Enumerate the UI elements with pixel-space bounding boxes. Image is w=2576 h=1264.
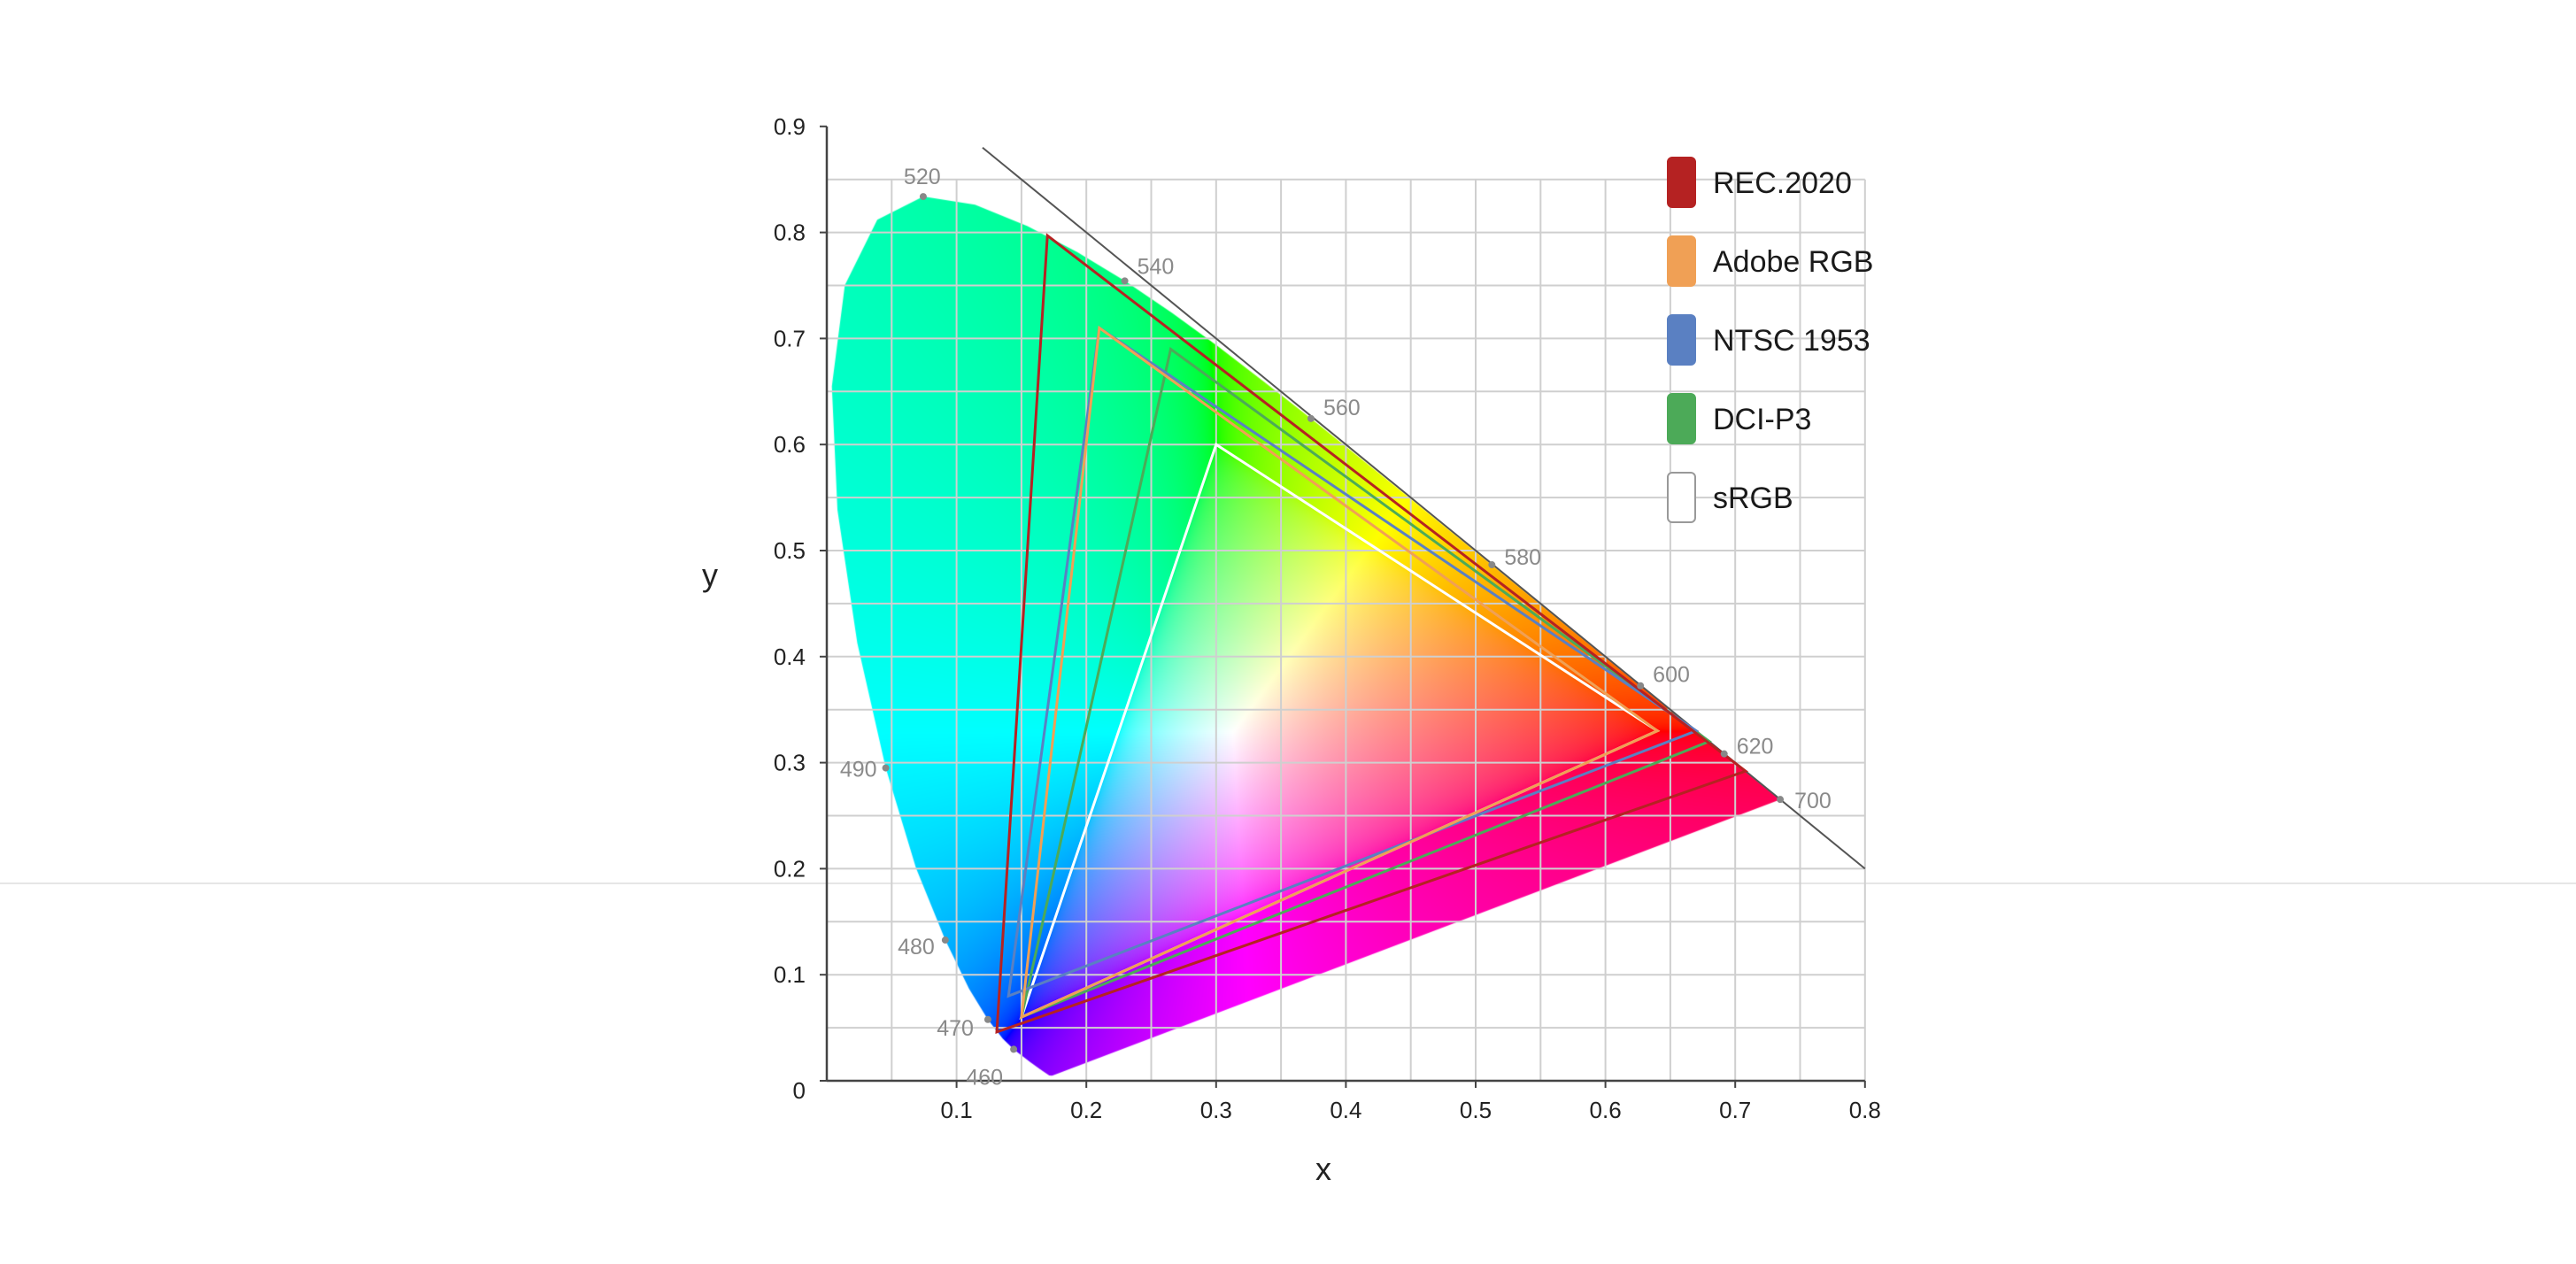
- wavelength-marker: [1637, 682, 1645, 690]
- y-tick-label: 0.5: [774, 537, 806, 564]
- y-tick-label: 0.2: [774, 855, 806, 882]
- wavelength-label: 620: [1737, 735, 1774, 759]
- y-tick-label: 0.3: [774, 750, 806, 776]
- legend-label: REC.2020: [1713, 166, 1852, 200]
- wavelength-label: 460: [966, 1065, 1003, 1090]
- x-tick-label: 0.5: [1460, 1097, 1492, 1123]
- gamut-adobe-rgb: [1020, 325, 1661, 1020]
- y-tick-label: 0: [793, 1077, 806, 1104]
- wavelength-marker: [1307, 414, 1315, 422]
- legend-item: DCI-P3: [1667, 393, 1811, 444]
- wavelength-label: 700: [1794, 789, 1832, 813]
- wavelength-label: 560: [1323, 396, 1361, 420]
- wavelength-label: 520: [904, 165, 941, 189]
- wavelength-marker: [1720, 750, 1728, 758]
- x-axis-label: x: [1315, 1151, 1331, 1187]
- legend-swatch: [1667, 393, 1696, 444]
- x-tick-label: 0.6: [1590, 1097, 1622, 1123]
- legend-label: Adobe RGB: [1713, 245, 1873, 279]
- x-tick-label: 0.1: [941, 1097, 973, 1123]
- gamut-ntsc-1953: [1006, 325, 1700, 998]
- wavelength-label: 490: [840, 758, 877, 782]
- wavelength-marker: [1121, 277, 1129, 285]
- legend-item: sRGB: [1667, 472, 1793, 523]
- wavelength-marker: [1010, 1045, 1018, 1053]
- y-tick-label: 0.8: [774, 220, 806, 246]
- gamut-dci-p3: [1019, 346, 1712, 1020]
- wavelength-label: 600: [1653, 663, 1690, 688]
- wavelength-marker: [1488, 561, 1496, 569]
- wavelength-label: 470: [937, 1016, 974, 1041]
- y-tick-label: 0.9: [774, 113, 806, 140]
- grid: [827, 178, 1866, 1081]
- wavelength-marker: [919, 193, 927, 201]
- gamut-triangles: [995, 233, 1749, 1035]
- legend-item: Adobe RGB: [1667, 235, 1873, 287]
- y-tick-label: 0.7: [774, 325, 806, 351]
- wavelength-marker: [882, 764, 890, 772]
- wavelength-labels: 520 540 560 580 600 620 700 490 480 470 460: [840, 165, 1832, 1090]
- x-tick-label: 0.8: [1849, 1097, 1881, 1123]
- y-axis-label: y: [702, 557, 718, 593]
- wavelength-marker: [941, 936, 949, 944]
- x-tick-label: 0.2: [1070, 1097, 1102, 1123]
- wavelength-label: 580: [1504, 545, 1541, 570]
- legend-item: NTSC 1953: [1667, 314, 1870, 366]
- gamut-srgb: [1019, 442, 1661, 1020]
- legend-swatch: [1667, 472, 1696, 523]
- gamut-rec-2020: [995, 233, 1749, 1035]
- y-tick-label: 0.1: [774, 961, 806, 988]
- x-tick-label: 0.4: [1330, 1097, 1361, 1123]
- x-tick-label: 0.7: [1719, 1097, 1751, 1123]
- legend-label: sRGB: [1713, 482, 1793, 515]
- legend-swatch: [1667, 235, 1696, 287]
- legend: REC.2020 Adobe RGB NTSC 1953 DCI-P3 sRGB: [1667, 157, 1873, 523]
- axes: 0.1 0.2 0.3 0.4 0.5 0.6 0.7 0.8 0 0.1 0.2 0.3 0.4 0.5…: [774, 113, 1881, 1123]
- x-tick-label: 0.3: [1200, 1097, 1232, 1123]
- legend-swatch: [1667, 314, 1696, 366]
- legend-swatch: [1667, 157, 1696, 208]
- wavelength-label: 480: [898, 935, 935, 960]
- wavelength-marker: [1777, 796, 1785, 804]
- legend-label: DCI-P3: [1713, 403, 1811, 436]
- legend-label: NTSC 1953: [1713, 324, 1870, 358]
- legend-item: REC.2020: [1667, 157, 1852, 208]
- wavelength-label: 540: [1138, 254, 1175, 279]
- wavelength-marker: [983, 1015, 991, 1023]
- y-tick-label: 0.4: [774, 644, 806, 670]
- y-tick-label: 0.6: [774, 431, 806, 458]
